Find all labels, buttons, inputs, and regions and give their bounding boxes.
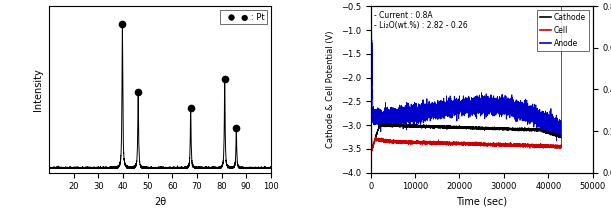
Cell [368,150,375,153]
Cathode [377,124,384,127]
Text: - Li₂O(wt.%) : 2.82 - 0.26: - Li₂O(wt.%) : 2.82 - 0.26 [374,21,467,30]
Anode [367,32,375,35]
Anode [488,101,496,104]
Cell [367,129,375,131]
Cathode [508,129,516,131]
Anode [436,110,444,113]
Text: - Current : 0.8A: - Current : 0.8A [374,11,433,20]
Cathode [367,111,375,114]
Y-axis label: Cathode & Cell Potential (V): Cathode & Cell Potential (V) [326,31,335,148]
Cathode [488,127,496,129]
Cathode [367,112,375,115]
Anode [558,133,565,135]
Line: Cell: Cell [371,0,562,152]
Cathode [558,136,565,139]
Legend: ● : Pt: ● : Pt [220,10,266,24]
Line: Anode: Anode [371,13,562,141]
Cell [376,139,384,142]
Cell [480,143,488,145]
Line: Cathode: Cathode [371,113,562,149]
X-axis label: 2θ: 2θ [154,197,166,207]
Cell [519,145,526,147]
Cell [508,144,516,146]
Cell [488,143,496,146]
Cathode [519,128,526,130]
Anode [368,12,375,14]
Legend: Cathode, Cell, Anode: Cathode, Cell, Anode [537,10,589,51]
Cell [436,142,444,145]
Cathode [436,126,444,129]
Cathode [368,148,376,150]
Y-axis label: Intensity: Intensity [34,68,43,111]
Cathode [480,127,488,130]
Anode [553,140,560,142]
Anode [480,104,488,107]
Anode [508,105,516,108]
X-axis label: Time (sec): Time (sec) [456,197,507,207]
Anode [519,115,526,117]
Anode [376,113,384,116]
